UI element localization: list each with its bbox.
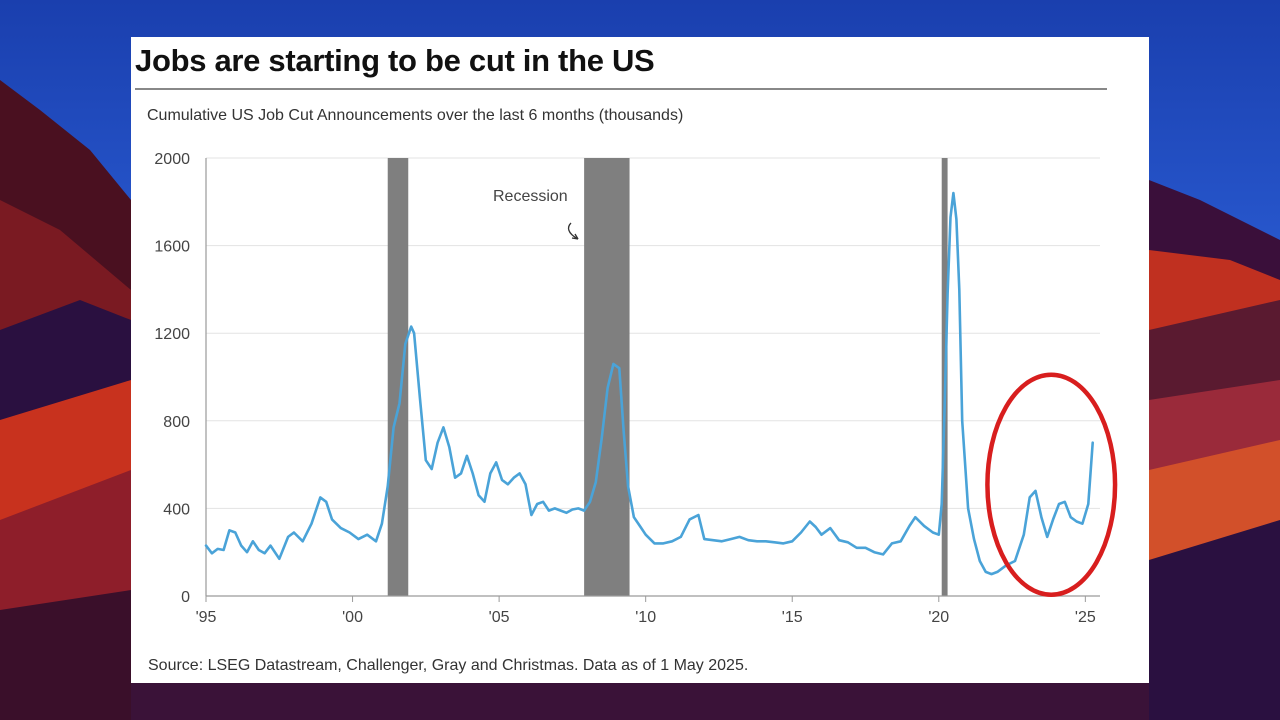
annotation-arrow [567,222,579,240]
axes [205,158,1100,602]
line-chart: 0 400 800 1200 1600 2000 '95 '00 '05 '10 '15 '20 '2… [154,151,1118,626]
annotation-label: Recession [493,188,568,205]
chart-subtitle: Cumulative US Job Cut Announcements over… [147,107,684,124]
y-tick-label: 400 [163,501,190,518]
x-tick-label: '15 [782,609,803,626]
x-tick-label: '95 [196,609,217,626]
x-tick-label: '10 [635,609,656,626]
recession-band [387,158,409,596]
recession-annotation: Recession [493,188,579,240]
title-divider [135,88,1107,90]
y-tick-label: 2000 [154,151,190,168]
y-tick-label: 800 [163,414,190,431]
y-tick-label: 1600 [154,239,190,256]
x-tick-label: '25 [1075,609,1096,626]
y-tick-label: 0 [181,589,190,606]
y-tick-labels: 0 400 800 1200 1600 2000 [154,151,190,606]
x-tick-label: '00 [342,609,363,626]
chart-title: Jobs are starting to be cut in the US [135,43,655,78]
recession-bands [387,158,948,596]
chart-card: Jobs are starting to be cut in the US Cu… [131,37,1149,683]
chart-source: Source: LSEG Datastream, Challenger, Gra… [148,657,749,674]
y-tick-label: 1200 [154,326,190,343]
x-tick-label: '05 [489,609,510,626]
annotation-arrowhead [571,233,579,240]
series-line [204,191,1094,576]
x-tick-labels: '95 '00 '05 '10 '15 '20 '25 [196,609,1096,626]
gridlines [206,157,1100,509]
x-tick-label: '20 [928,609,949,626]
highlight-circle [985,372,1118,597]
recession-band [584,158,630,596]
